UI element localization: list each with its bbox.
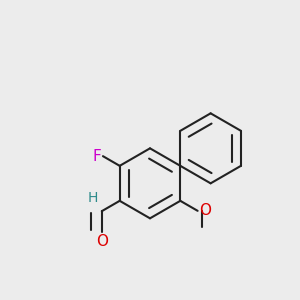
Text: H: H: [88, 191, 98, 205]
Text: F: F: [92, 149, 101, 164]
Text: O: O: [199, 203, 211, 218]
Text: O: O: [96, 235, 108, 250]
